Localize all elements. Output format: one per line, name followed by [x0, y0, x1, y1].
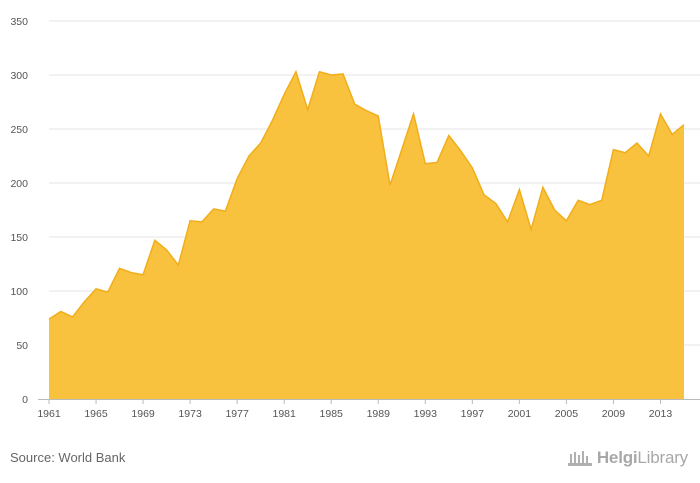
x-tick-label: 2009 [602, 408, 626, 420]
logo-brand: Helgi [596, 448, 638, 467]
x-tick-label: 1981 [273, 408, 297, 420]
x-tick-label: 2001 [508, 408, 532, 420]
x-tick-label: 1977 [225, 408, 249, 420]
y-tick-label: 50 [16, 340, 28, 352]
x-tick-label: 1973 [178, 408, 202, 420]
series-area [49, 71, 684, 399]
x-tick-label: 1985 [320, 408, 344, 420]
x-axis-ticks [48, 399, 661, 404]
x-tick-label: 1989 [367, 408, 391, 420]
x-tick-label: 1961 [37, 408, 61, 420]
x-tick-label: 1993 [414, 408, 438, 420]
x-tick-label: 2013 [649, 408, 673, 420]
x-tick-label: 1997 [461, 408, 485, 420]
x-tick-label: 2005 [555, 408, 579, 420]
x-axis-labels: 1961 1965 1969 1973 1977 1981 1985 1989 1993 1997… [37, 408, 672, 420]
y-tick-label: 200 [10, 178, 28, 190]
y-tick-label: 350 [10, 16, 28, 28]
y-axis-labels: 0 50 100 150 200 250 300 350 [10, 16, 28, 406]
x-tick-label: 1965 [84, 408, 108, 420]
y-tick-label: 150 [10, 232, 28, 244]
y-tick-label: 0 [22, 394, 28, 406]
y-tick-label: 250 [10, 124, 28, 136]
library-icon [567, 451, 592, 466]
x-tick-label: 1969 [131, 408, 155, 420]
series-line [48, 69, 685, 320]
y-tick-label: 300 [10, 70, 28, 82]
y-tick-label: 100 [10, 286, 28, 298]
source-note: Source: World Bank [10, 450, 126, 465]
helgilibrary-logo: HelgiLibrary [567, 448, 688, 468]
logo-suffix: Library [637, 448, 688, 467]
